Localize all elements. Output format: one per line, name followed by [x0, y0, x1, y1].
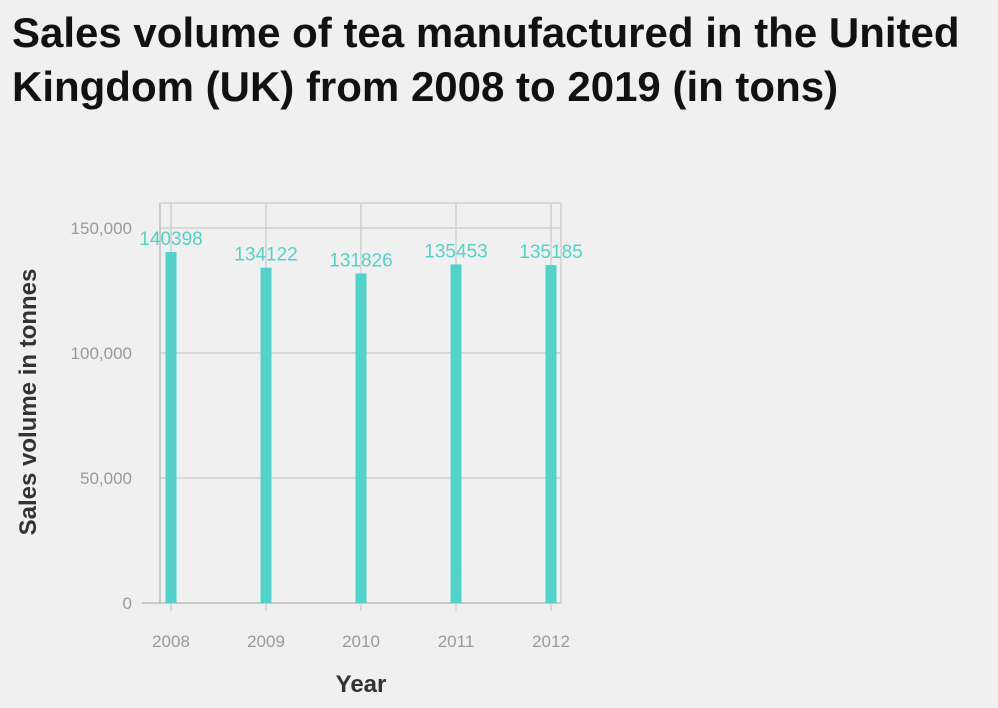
tick-labels: 0 50,000 100,000 150,000 2008 2009 2010 2011 201… [71, 219, 570, 651]
y-axis-title: Sales volume in tonnes [15, 269, 42, 536]
data-label-2008: 140398 [139, 229, 202, 250]
data-label-2009: 134122 [234, 245, 297, 266]
data-labels: 140398 134122 131826 135453 135185 [139, 229, 582, 271]
bar-2010 [355, 273, 367, 603]
bar-2011 [450, 264, 462, 603]
x-tick-label: 2011 [438, 632, 475, 651]
axes [142, 202, 562, 604]
x-tick-label: 2008 [152, 632, 190, 651]
bar-2012 [545, 265, 557, 603]
bar-2008 [165, 252, 177, 603]
x-tick-label: 2009 [247, 632, 285, 651]
data-label-2011: 135453 [424, 241, 487, 262]
chart-title: Sales volume of tea manufactured in the … [12, 9, 960, 110]
bars [165, 252, 557, 603]
bar-2009 [260, 267, 272, 603]
x-axis-title: Year [336, 671, 387, 698]
x-tick-label: 2010 [342, 632, 380, 651]
y-tick-label: 100,000 [71, 344, 132, 363]
data-label-2012: 135185 [519, 242, 582, 263]
x-tick-label: 2012 [532, 632, 570, 651]
y-tick-label: 150,000 [71, 219, 132, 238]
y-tick-label: 0 [123, 594, 132, 613]
data-label-2010: 131826 [329, 250, 392, 271]
y-tick-label: 50,000 [80, 469, 132, 488]
